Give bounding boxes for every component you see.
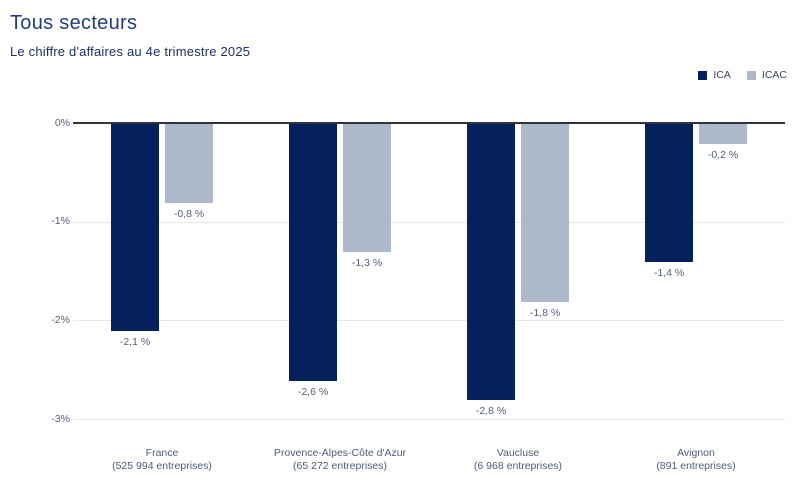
- gridline: [73, 320, 785, 322]
- bar-value-label: -2,1 %: [119, 336, 151, 349]
- y-tick-label: -1%: [51, 215, 70, 228]
- page-title: Tous secteurs: [10, 12, 138, 34]
- bar-value-label: -2,6 %: [297, 385, 329, 398]
- x-axis: France (525 994 entreprises) Provence-Alpe…: [73, 447, 785, 477]
- x-category-label: Vaucluse (6 968 entreprises): [429, 447, 607, 473]
- zero-axis-line: [73, 122, 785, 124]
- x-category-label: Avignon (891 entreprises): [607, 447, 785, 473]
- y-tick-label: -2%: [51, 313, 70, 326]
- x-category-label: Provence-Alpes-Côte d'Azur (65 272 entrep…: [251, 447, 429, 473]
- bar-ica-0[interactable]: [111, 124, 159, 332]
- gridline: [73, 419, 785, 420]
- category-name: Provence-Alpes-Côte d'Azur: [273, 447, 407, 459]
- chart-legend: ICA ICAC: [698, 69, 787, 81]
- legend-label: ICA: [713, 69, 731, 81]
- bar-ica-2[interactable]: [467, 124, 515, 401]
- bar-value-label: -1,4 %: [653, 267, 685, 280]
- bar-value-label: -0,2 %: [707, 148, 739, 161]
- category-sublabel: (6 968 entreprises): [473, 460, 563, 472]
- bar-icac-1[interactable]: [343, 124, 391, 253]
- category-sublabel: (891 entreprises): [656, 460, 736, 472]
- legend-swatch-icac-icon: [746, 70, 756, 80]
- legend-label: ICAC: [761, 69, 787, 81]
- bar-icac-3[interactable]: [699, 124, 747, 144]
- legend-swatch-ica-icon: [698, 70, 708, 80]
- y-axis: 0% -1% -2% -3%: [2, 117, 70, 425]
- category-name: Avignon: [677, 447, 715, 459]
- legend-item-ica[interactable]: ICA: [698, 69, 731, 81]
- bar-icac-2[interactable]: [521, 124, 569, 302]
- bar-value-label: -0,8 %: [173, 207, 205, 220]
- legend-item-icac[interactable]: ICAC: [746, 69, 787, 81]
- gridline: [73, 221, 785, 223]
- bar-ica-3[interactable]: [645, 124, 693, 263]
- bar-value-label: -1,3 %: [351, 257, 383, 270]
- bar-ica-1[interactable]: [289, 124, 337, 381]
- category-sublabel: (65 272 entreprises): [293, 460, 387, 472]
- bar-icac-0[interactable]: [165, 124, 213, 203]
- category-name: France: [145, 447, 179, 459]
- y-tick-label: 0%: [54, 116, 70, 129]
- x-category-label: France (525 994 entreprises): [73, 447, 251, 473]
- chart-subtitle: Le chiffre d'affaires au 4e trimestre 20…: [10, 44, 251, 59]
- bar-value-label: -1,8 %: [529, 306, 561, 319]
- category-name: Vaucluse: [496, 447, 540, 459]
- y-tick-label: -3%: [51, 412, 70, 425]
- plot-area: -2,1 % -2,6 % -2,8 % -1,4 % -0,8 % -1,3 % -1,8…: [73, 122, 785, 420]
- bar-value-label: -2,8 %: [475, 405, 507, 418]
- category-sublabel: (525 994 entreprises): [112, 460, 212, 472]
